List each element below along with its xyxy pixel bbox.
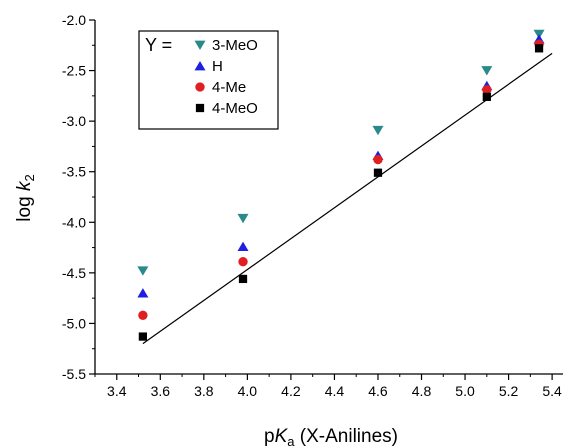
y-tick-label: -2.0 (62, 12, 86, 28)
data-point-3-meo (372, 125, 384, 136)
fit-line-group (142, 52, 553, 345)
legend-marker-h (194, 61, 206, 71)
y-tick-label: -3.5 (62, 164, 86, 180)
y-tick-label: -4.0 (62, 214, 86, 230)
x-tick-label: 3.6 (151, 383, 171, 399)
data-point-4-meo (534, 44, 544, 53)
x-tick-label: 3.8 (194, 383, 214, 399)
data-point-3-meo (137, 266, 149, 276)
x-tick-label: 4.0 (238, 383, 258, 399)
data-point-h (137, 288, 149, 298)
data-point-3-meo (237, 213, 249, 224)
data-point-4-me (482, 85, 492, 95)
data-point-4-meo (373, 168, 383, 177)
legend-label: 4-Me (212, 79, 246, 96)
legend: Y = 3-MeO H 4-Me 4-MeO (138, 30, 279, 130)
y-tick-label: -3.0 (62, 113, 86, 129)
y-tick-label: -2.5 (62, 63, 86, 79)
x-axis-label: pKa (X-Anilines) (264, 426, 398, 446)
data-point-3-meo (481, 66, 493, 76)
y-axis-label: log k2 (14, 174, 37, 221)
legend-marker-4-meo (195, 103, 205, 113)
legend-box (138, 30, 279, 130)
data-point-4-me (238, 257, 248, 267)
legend-label: 4-MeO (212, 100, 258, 117)
y-tick-label: -4.5 (62, 265, 86, 281)
x-tick-label: 3.4 (107, 383, 127, 399)
x-tick-label: 4.8 (412, 383, 432, 399)
x-tick-label: 4.6 (368, 383, 388, 399)
data-point-4-me (373, 154, 383, 165)
data-point-4-meo (238, 274, 248, 284)
legend-marker-3-meo (194, 40, 206, 50)
x-tick-label: 4.2 (281, 383, 301, 399)
data-point-4-meo (138, 332, 148, 341)
x-tick-label: 4.4 (325, 383, 345, 399)
data-point-4-me (138, 310, 148, 321)
legend-label: H (212, 58, 223, 75)
legend-marker-4-me (195, 82, 205, 92)
legend-title: Y = (145, 35, 172, 55)
data-point-h (237, 241, 249, 251)
axes: -2.0 -2.5 -3.0 -3.5 -4.0 -4.5 -5.0 -5.5 3.4 3.6 3.… (62, 12, 563, 399)
fit-line (142, 52, 553, 345)
x-tick-label: 5.4 (542, 383, 562, 399)
y-tick-label: -5.0 (62, 315, 86, 331)
y-tick-label: -5.5 (62, 366, 86, 382)
legend-label: 3-MeO (212, 37, 258, 54)
data-point-4-meo (482, 92, 491, 101)
data-points (137, 29, 545, 341)
x-tick-label: 5.0 (455, 383, 475, 399)
x-tick-label: 5.2 (499, 383, 519, 399)
